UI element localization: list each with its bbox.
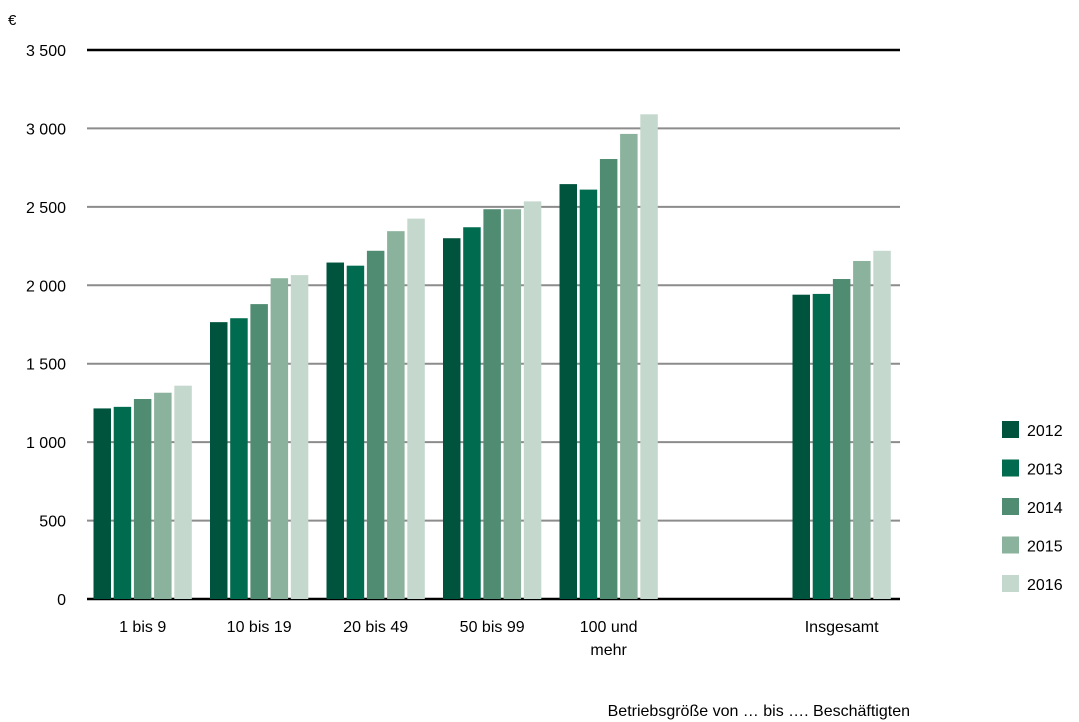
unit-label: € [8, 12, 17, 29]
bar-2014 [832, 279, 851, 599]
bar-2014 [250, 304, 268, 599]
x-tick-label: 50 bis 99 [460, 619, 525, 636]
bar-2016 [523, 201, 542, 600]
legend-label-2014: 2014 [1027, 500, 1063, 517]
bar-2012 [326, 262, 344, 599]
legend-label-2016: 2016 [1027, 577, 1063, 594]
legend-swatch-2013 [1002, 459, 1019, 477]
bar-2015 [387, 231, 405, 600]
bar-2015 [853, 260, 871, 599]
x-axis-ticks: 1 bis 9 10 bis 19 20 bis 49 50 bis 99 100 un… [119, 619, 879, 659]
bar-2013 [812, 293, 831, 599]
bar-2015 [503, 209, 522, 599]
bar-2015 [154, 392, 172, 599]
x-tick-label: 100 und [580, 619, 638, 636]
y-tick-label: 500 [39, 514, 66, 531]
legend-label-2015: 2015 [1027, 539, 1063, 556]
bar-2012 [93, 408, 111, 599]
bar-2013 [346, 265, 365, 599]
y-tick-label: 1 000 [26, 435, 66, 452]
legend-swatch-2016 [1002, 575, 1019, 592]
bar-2016 [174, 385, 192, 599]
y-tick-label: 2 000 [26, 278, 66, 295]
x-tick-label: 20 bis 49 [343, 619, 408, 636]
bar-2016 [640, 114, 658, 599]
bar-2015 [270, 278, 289, 599]
bar-2012 [559, 184, 577, 599]
bar-2013 [463, 227, 481, 599]
y-tick-label: 0 [57, 592, 66, 609]
y-tick-label: 2 500 [26, 200, 66, 217]
bar-2015 [620, 133, 638, 599]
x-tick-label: mehr [590, 642, 627, 659]
y-tick-label: 3 500 [26, 43, 66, 60]
bar-2014 [483, 209, 501, 599]
legend-label-2013: 2013 [1027, 462, 1063, 479]
legend-swatch-2014 [1002, 498, 1019, 515]
legend-swatch-2015 [1002, 536, 1019, 554]
bar-2016 [407, 218, 425, 599]
x-axis-title: Betriebsgröße von … bis …. Beschäftigten [608, 703, 910, 720]
legend-label-2012: 2012 [1027, 423, 1063, 440]
y-tick-label: 3 000 [26, 121, 66, 138]
legend: 2012 2013 2014 2015 2016 [1002, 421, 1063, 594]
bar-2016 [873, 250, 891, 599]
bar-2013 [113, 406, 132, 599]
x-tick-label: 10 bis 19 [227, 619, 292, 636]
bars [93, 114, 891, 600]
bar-2012 [792, 294, 810, 599]
bar-2013 [230, 318, 248, 599]
bar-2012 [210, 322, 228, 599]
x-tick-label: 1 bis 9 [119, 619, 166, 636]
bar-2016 [290, 275, 309, 599]
bar-2014 [599, 159, 618, 599]
y-tick-label: 1 500 [26, 357, 66, 374]
bar-2014 [366, 250, 385, 599]
bar-2013 [579, 189, 598, 600]
bar-2014 [133, 399, 152, 599]
x-tick-label: Insgesamt [805, 619, 879, 636]
y-axis-ticks: 0 500 1 000 1 500 2 000 2 500 3 000 3 500 [26, 43, 66, 609]
legend-swatch-2012 [1002, 421, 1019, 438]
bar-2012 [443, 238, 461, 599]
